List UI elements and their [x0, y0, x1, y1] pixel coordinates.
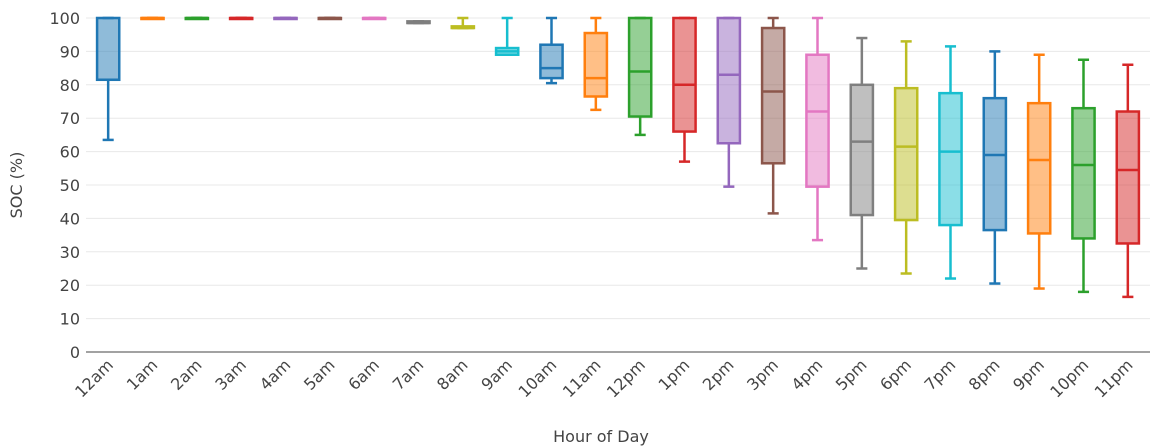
x-axis-ticks: 12am 1am 2am 3am 4am 5am 6am 7am 8am 9am10am11am1…: [71, 355, 1136, 401]
y-tick-label: 100: [49, 9, 80, 28]
x-tick-label: 1pm: [654, 355, 693, 394]
x-tick-label: 9am: [477, 355, 516, 394]
y-tick-label: 20: [60, 276, 80, 295]
box-4pm[interactable]: [805, 16, 830, 242]
box-9pm[interactable]: [1026, 53, 1052, 290]
x-tick-label: 3pm: [743, 355, 782, 394]
box-4am[interactable]: [273, 16, 298, 21]
x-tick-label: 5pm: [832, 355, 871, 394]
x-tick-label: 10pm: [1046, 355, 1092, 401]
box-2am[interactable]: [184, 16, 210, 21]
x-tick-label: 12am: [71, 355, 117, 401]
box-5pm[interactable]: [849, 36, 875, 270]
iqr-box: [672, 16, 697, 133]
box-3pm[interactable]: [760, 16, 786, 215]
iqr-box: [1115, 110, 1141, 245]
x-tick-label: 5am: [300, 355, 339, 394]
iqr-box: [1026, 101, 1052, 235]
x-tick-label: 7pm: [920, 355, 959, 394]
y-tick-label: 60: [60, 143, 80, 162]
box-11pm[interactable]: [1115, 63, 1141, 299]
y-tick-label: 50: [60, 176, 80, 195]
x-axis-title: Hour of Day: [553, 427, 649, 446]
x-tick-label: 6pm: [876, 355, 915, 394]
y-tick-label: 10: [60, 310, 80, 329]
x-tick-label: 10am: [515, 355, 561, 401]
iqr-box: [893, 86, 919, 222]
box-11am[interactable]: [583, 16, 609, 112]
boxes: [95, 16, 1141, 299]
y-tick-label: 30: [60, 243, 80, 262]
y-axis-ticks: 0 10 20 30 40 50 60 70 80 90 100: [49, 9, 80, 362]
box-8am[interactable]: [450, 16, 476, 30]
iqr-box: [760, 26, 786, 165]
iqr-box: [716, 16, 742, 145]
iqr-box: [539, 43, 564, 80]
iqr-box: [583, 31, 609, 98]
x-tick-label: 8am: [433, 355, 472, 394]
box-1pm[interactable]: [672, 16, 697, 163]
y-tick-label: 40: [60, 209, 80, 228]
y-tick-label: 80: [60, 76, 80, 95]
iqr-box: [627, 16, 653, 118]
box-1am[interactable]: [140, 16, 165, 21]
x-tick-label: 9pm: [1009, 355, 1048, 394]
y-tick-label: 0: [70, 343, 80, 362]
x-tick-label: 12pm: [603, 355, 649, 401]
x-tick-label: 8pm: [965, 355, 1004, 394]
iqr-box: [1071, 106, 1096, 240]
iqr-box: [805, 53, 830, 188]
x-tick-label: 4pm: [787, 355, 826, 394]
box-6pm[interactable]: [893, 40, 919, 275]
x-tick-label: 11pm: [1091, 355, 1137, 401]
x-tick-label: 11am: [559, 355, 605, 401]
x-tick-label: 6am: [344, 355, 383, 394]
iqr-box: [95, 16, 121, 82]
box-5am[interactable]: [317, 16, 343, 21]
box-8pm[interactable]: [982, 50, 1008, 285]
y-tick-label: 70: [60, 109, 80, 128]
box-12pm[interactable]: [627, 16, 653, 137]
x-tick-label: 2am: [167, 355, 206, 394]
iqr-box: [982, 96, 1008, 232]
x-tick-label: 7am: [389, 355, 428, 394]
y-tick-label: 90: [60, 42, 80, 61]
box-2pm[interactable]: [716, 16, 742, 188]
box-3am[interactable]: [228, 16, 254, 21]
x-tick-label: 4am: [256, 355, 295, 394]
x-tick-label: 1am: [123, 355, 162, 394]
gridlines: [86, 17, 1150, 353]
box-12am[interactable]: [95, 16, 121, 142]
box-9am[interactable]: [494, 16, 520, 56]
box-7pm[interactable]: [938, 45, 963, 280]
x-tick-label: 2pm: [699, 355, 738, 394]
box-7am[interactable]: [406, 20, 431, 25]
iqr-box: [849, 83, 875, 217]
box-6am[interactable]: [361, 16, 387, 21]
y-axis-title: SOC (%): [7, 152, 26, 219]
box-10pm[interactable]: [1071, 58, 1096, 294]
box-10am[interactable]: [539, 16, 564, 85]
x-tick-label: 3am: [211, 355, 250, 394]
iqr-box: [938, 91, 963, 227]
